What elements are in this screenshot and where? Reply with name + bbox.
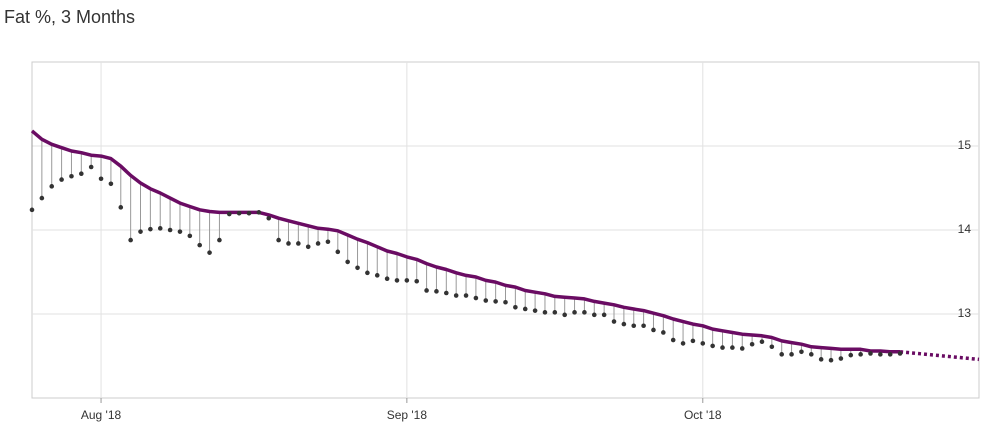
data-point <box>887 352 893 357</box>
data-point <box>128 237 133 243</box>
data-point <box>897 351 903 356</box>
data-point <box>799 349 804 355</box>
data-point <box>187 233 193 239</box>
data-point <box>453 293 459 298</box>
data-point <box>789 352 794 357</box>
data-point <box>690 338 696 344</box>
data-point <box>680 341 686 346</box>
data-point <box>246 210 252 216</box>
data-point <box>828 357 834 363</box>
data-point <box>434 289 439 294</box>
data-point <box>29 207 35 213</box>
data-point <box>59 177 64 182</box>
data-point <box>611 319 617 324</box>
data-point <box>296 241 301 246</box>
data-point <box>118 205 124 210</box>
data-point <box>552 310 558 315</box>
data-point <box>720 345 725 350</box>
y-tick-label: 14 <box>958 222 972 236</box>
data-point <box>39 195 45 201</box>
data-point <box>601 312 607 318</box>
data-point <box>355 265 360 271</box>
data-point <box>809 352 814 357</box>
data-point <box>562 312 567 318</box>
data-point <box>444 290 449 296</box>
data-point <box>138 229 143 234</box>
data-point <box>394 278 400 283</box>
data-point <box>631 323 637 329</box>
data-point <box>700 341 706 346</box>
data-point <box>503 299 508 305</box>
data-point <box>207 250 212 255</box>
data-point <box>226 211 232 217</box>
data-point <box>591 312 597 318</box>
data-point <box>868 351 873 356</box>
x-tick-label: Sep '18 <box>387 408 428 422</box>
trend-line <box>30 129 901 354</box>
data-point <box>493 299 498 304</box>
data-point <box>167 227 173 233</box>
data-point <box>276 237 281 243</box>
data-point <box>759 339 765 345</box>
data-point <box>463 293 469 298</box>
data-point <box>621 321 627 327</box>
data-point <box>542 310 548 315</box>
data-point <box>414 278 420 284</box>
data-point <box>651 327 656 333</box>
data-point <box>769 344 775 350</box>
data-point <box>236 210 242 216</box>
data-point <box>730 345 735 350</box>
data-point <box>404 278 410 283</box>
data-point <box>532 308 538 313</box>
data-point <box>878 352 883 357</box>
data-point <box>739 346 745 351</box>
chart-title: Fat %, 3 Months <box>4 7 135 27</box>
data-point <box>217 237 222 243</box>
data-point <box>98 176 104 182</box>
data-point <box>384 276 390 282</box>
data-point <box>69 173 74 179</box>
data-point <box>779 352 785 357</box>
data-point <box>710 343 715 349</box>
data-point <box>305 244 311 250</box>
data-point <box>670 337 676 343</box>
data-point <box>177 229 183 234</box>
data-point <box>522 306 528 312</box>
data-point <box>858 352 863 357</box>
data-point <box>641 323 646 329</box>
data-point <box>345 259 350 265</box>
data-point <box>513 304 518 310</box>
data-point <box>157 226 163 231</box>
data-point <box>483 298 489 303</box>
data-point <box>197 242 202 248</box>
data-point <box>473 295 479 301</box>
data-point <box>88 164 94 170</box>
data-point <box>335 249 341 255</box>
data-point <box>365 270 370 276</box>
x-tick-label: Aug '18 <box>81 408 122 422</box>
data-point <box>661 330 666 335</box>
data-point <box>424 288 429 293</box>
data-point <box>79 171 84 177</box>
y-tick-label: 13 <box>958 306 972 320</box>
data-point <box>374 273 380 278</box>
data-point <box>818 357 824 362</box>
data-point <box>572 310 577 315</box>
data-point <box>266 215 272 221</box>
data-point <box>108 181 114 187</box>
data-point <box>749 341 755 347</box>
data-point <box>838 356 844 361</box>
projection-line <box>899 350 980 362</box>
data-point <box>848 352 854 358</box>
data-point <box>582 310 587 315</box>
data-point <box>325 239 331 245</box>
y-tick-label: 15 <box>958 138 972 152</box>
data-point <box>286 241 291 246</box>
data-point <box>256 210 262 215</box>
data-point <box>148 226 153 232</box>
x-tick-label: Oct '18 <box>684 408 722 422</box>
data-point <box>49 184 55 189</box>
data-point <box>315 241 321 246</box>
